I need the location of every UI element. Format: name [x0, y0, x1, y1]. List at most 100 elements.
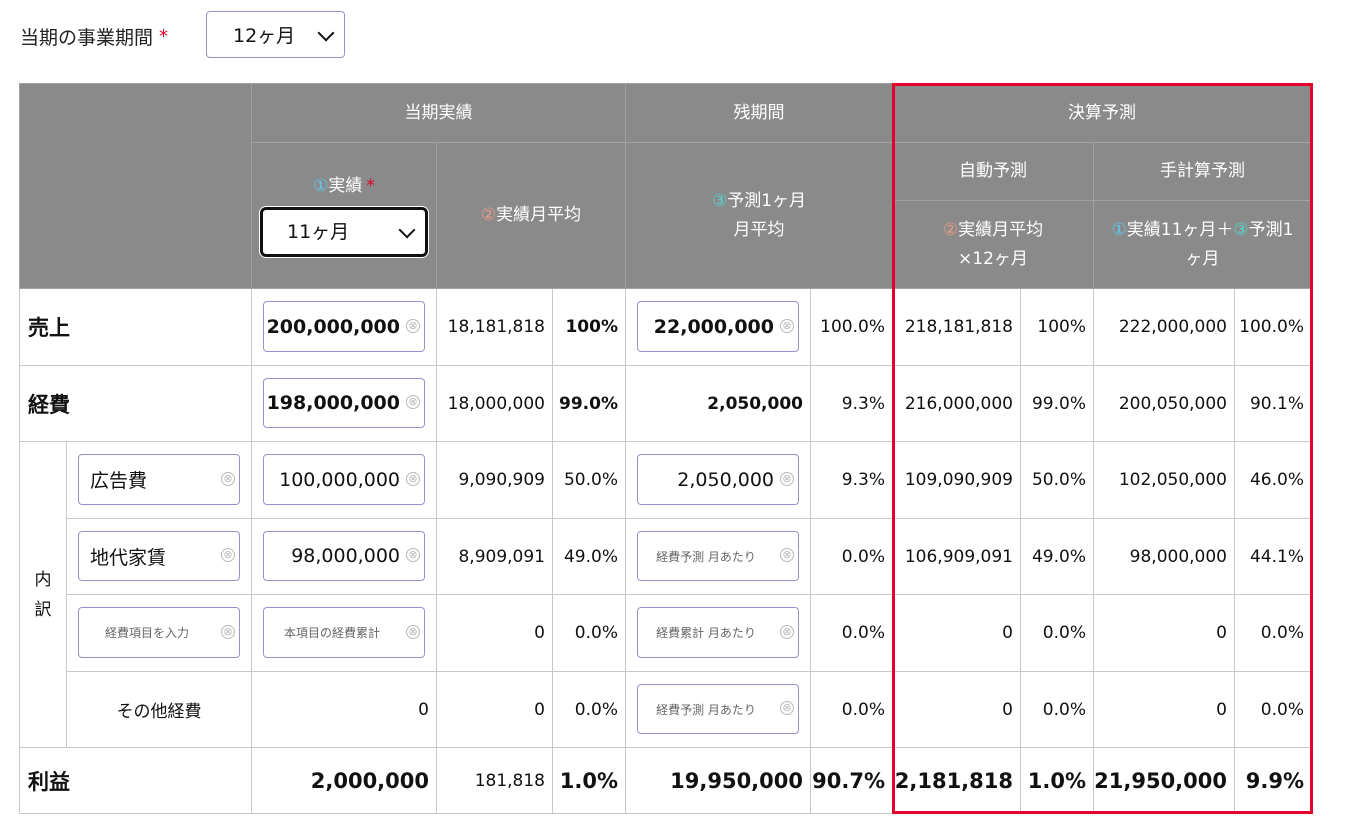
header-remaining: 残期間 — [625, 83, 893, 143]
avg-percent: 49.0% — [552, 518, 626, 595]
actual-cell: 200,000,000 ⊗ — [251, 288, 437, 366]
actual-cell: 本項目の経費累計 ⊗ — [251, 594, 437, 672]
avg-value: 18,181,818 — [436, 288, 553, 366]
circled-1-icon: ① — [1111, 219, 1127, 240]
custom-name-input[interactable]: 経費項目を入力 ⊗ — [78, 607, 240, 658]
avg-percent: 0.0% — [552, 594, 626, 672]
clear-icon[interactable]: ⊗ — [780, 548, 794, 562]
clear-icon[interactable]: ⊗ — [406, 395, 420, 409]
auto-percent: 49.0% — [1020, 518, 1094, 595]
actual-months-value: 11ヶ月 — [287, 220, 350, 243]
clear-icon[interactable]: ⊗ — [406, 471, 420, 486]
input-placeholder: 本項目の経費累計 — [283, 626, 380, 640]
input-placeholder: 経費予測 月あたり — [656, 549, 756, 564]
table-row-rent: 地代家賃 ⊗ 98,000,000 ⊗ 8,909,091 49.0% 経費予測 月… — [20, 518, 1312, 595]
name-cell: 経費項目を入力 ⊗ — [66, 594, 252, 672]
pred-cell: 経費予測 月あたり ⊗ — [625, 518, 811, 595]
other-pred-input[interactable]: 経費予測 月あたり ⊗ — [637, 684, 799, 734]
input-value: 2,050,000 — [677, 468, 774, 491]
circled-3-icon: ③ — [711, 190, 728, 211]
header-auto-forecast: 自動予測 — [892, 142, 1094, 201]
pred-percent: 90.7% — [810, 747, 893, 814]
header-auto-formula: ②実績月平均 ×12ヶ月 — [892, 200, 1094, 289]
manual-percent: 9.9% — [1234, 747, 1312, 814]
period-row: 当期の事業期間 * — [20, 12, 168, 60]
actual-months-select[interactable]: 11ヶ月 — [260, 207, 428, 257]
circled-3-icon: ③ — [1233, 219, 1249, 240]
rent-pred-input[interactable]: 経費予測 月あたり ⊗ — [637, 531, 799, 581]
auto-value: 2,181,818 — [892, 747, 1021, 814]
header-manual-text2: 予測1 — [1248, 219, 1294, 240]
ad-name-input[interactable]: 広告費 ⊗ — [78, 454, 240, 505]
header-predicted-monthly: ③予測1ヶ月 月平均 — [625, 142, 893, 289]
expenses-actual-input[interactable]: 198,000,000 ⊗ — [263, 378, 425, 428]
header-manual-formula: ①実績11ヶ月＋③予測1 ヶ月 — [1093, 200, 1312, 289]
circled-2-icon: ② — [942, 219, 959, 240]
header-manual-line1: ①実績11ヶ月＋③予測1 — [1094, 216, 1311, 245]
header-manual-line2: ヶ月 — [1185, 248, 1220, 269]
input-placeholder: 経費予測 月あたり — [656, 702, 756, 717]
sales-actual-input[interactable]: 200,000,000 ⊗ — [263, 301, 425, 352]
clear-icon[interactable]: ⊗ — [406, 624, 420, 639]
clear-icon[interactable]: ⊗ — [780, 624, 794, 639]
ad-actual-input[interactable]: 100,000,000 ⊗ — [263, 454, 425, 505]
chevron-down-icon — [317, 24, 335, 41]
header-auto-text: 実績月平均 — [958, 219, 1044, 240]
actual-value: 0 — [251, 671, 437, 748]
clear-icon[interactable]: ⊗ — [406, 318, 420, 333]
forecast-table: 当期実績 残期間 決算予測 ①実績 * 11ヶ月 ②実績月平均 ③予測1ヶ月 月平… — [19, 83, 1312, 814]
other-expenses-label: その他経費 — [66, 671, 252, 748]
clear-icon[interactable]: ⊗ — [406, 548, 420, 562]
clear-icon[interactable]: ⊗ — [221, 548, 235, 562]
auto-value: 109,090,909 — [892, 441, 1021, 519]
actual-cell: 98,000,000 ⊗ — [251, 518, 437, 595]
avg-value: 18,000,000 — [436, 365, 553, 442]
custom-actual-input[interactable]: 本項目の経費累計 ⊗ — [263, 607, 425, 658]
avg-value: 9,090,909 — [436, 441, 553, 519]
manual-value: 21,950,000 — [1093, 747, 1235, 814]
input-value: 200,000,000 — [266, 315, 400, 338]
manual-value: 0 — [1093, 594, 1235, 672]
header-corner — [19, 83, 252, 289]
circled-1-icon: ① — [313, 176, 329, 196]
ad-pred-input[interactable]: 2,050,000 ⊗ — [637, 454, 799, 505]
clear-icon[interactable]: ⊗ — [221, 624, 235, 639]
clear-icon[interactable]: ⊗ — [780, 471, 794, 486]
header-auto-line2: ×12ヶ月 — [958, 248, 1028, 269]
header-pred-text: 予測1ヶ月 — [727, 190, 807, 211]
manual-value: 0 — [1093, 671, 1235, 748]
clear-icon[interactable]: ⊗ — [221, 471, 235, 486]
actual-value: 2,000,000 — [251, 747, 437, 814]
header-forecast: 決算予測 — [892, 83, 1312, 143]
header-actual-text: 実績 — [328, 176, 363, 196]
auto-percent: 100% — [1020, 288, 1094, 366]
auto-percent: 0.0% — [1020, 671, 1094, 748]
pred-percent: 9.3% — [810, 441, 893, 519]
actual-cell: 100,000,000 ⊗ — [251, 441, 437, 519]
input-value: 198,000,000 — [266, 392, 400, 414]
rent-name-input[interactable]: 地代家賃 ⊗ — [78, 531, 240, 581]
header-pred-line1: ③予測1ヶ月 — [626, 187, 892, 216]
custom-pred-input[interactable]: 経費累計 月あたり ⊗ — [637, 607, 799, 658]
auto-value: 106,909,091 — [892, 518, 1021, 595]
auto-value: 218,181,818 — [892, 288, 1021, 366]
input-value: 100,000,000 — [279, 468, 400, 491]
rent-actual-input[interactable]: 98,000,000 ⊗ — [263, 531, 425, 581]
period-select[interactable]: 12ヶ月 — [206, 11, 345, 58]
pred-cell: 経費累計 月あたり ⊗ — [625, 594, 811, 672]
required-mark: * — [159, 25, 169, 47]
sales-pred-input[interactable]: 22,000,000 ⊗ — [637, 301, 799, 352]
pred-percent: 100.0% — [810, 288, 893, 366]
input-value: 98,000,000 — [291, 545, 400, 567]
table-row-advertising: 内訳 広告費 ⊗ 100,000,000 ⊗ 9,090,909 50.0% 2,0… — [19, 441, 1312, 748]
pred-percent: 9.3% — [810, 365, 893, 442]
auto-percent: 1.0% — [1020, 747, 1094, 814]
clear-icon[interactable]: ⊗ — [780, 318, 794, 333]
header-manual-text1: 実績11ヶ月＋ — [1126, 219, 1234, 240]
manual-percent: 46.0% — [1234, 441, 1312, 519]
avg-value: 8,909,091 — [436, 518, 553, 595]
table-row-profit: 利益 2,000,000 181,818 1.0% 19,950,000 90.… — [19, 747, 1312, 814]
table-row-other: その他経費 0 0 0.0% 経費予測 月あたり ⊗ 0.0% 0 0.0% 0 … — [20, 671, 1312, 748]
header-avg-text: 実績月平均 — [496, 205, 582, 225]
clear-icon[interactable]: ⊗ — [780, 701, 794, 715]
